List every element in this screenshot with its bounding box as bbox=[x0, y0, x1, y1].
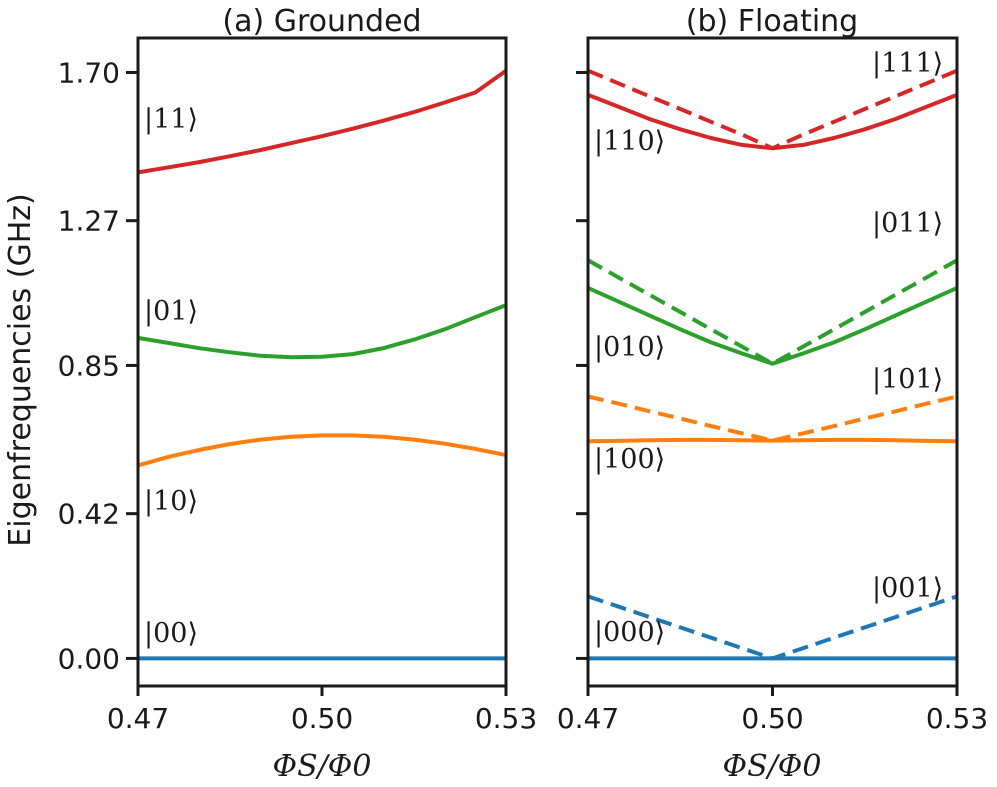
panel-b-frame bbox=[586, 36, 959, 688]
panel-floating: (b) Floating ΦS/Φ0 0.47 0.50 0.53 |111⟩ |1… bbox=[557, 4, 988, 784]
panel-a-title: (a) Grounded bbox=[222, 4, 421, 39]
y-tick-label: 0.85 bbox=[58, 349, 120, 382]
x-tick-label: 0.50 bbox=[741, 702, 803, 735]
panel-a-ticks: 0.47 0.50 0.53 0.00 0.42 0.85 1.27 1.70 bbox=[58, 56, 538, 735]
x-tick-label: 0.53 bbox=[475, 702, 537, 735]
series-line bbox=[587, 68, 958, 151]
panel-b-annotations: |111⟩ |110⟩ |011⟩ |010⟩ |101⟩ |100⟩ |001… bbox=[594, 48, 943, 648]
state-label: |01⟩ bbox=[144, 296, 198, 327]
series-line bbox=[137, 303, 507, 360]
panel-grounded: (a) Grounded Eigenfrequencies (GHz) ΦS/Φ… bbox=[3, 4, 537, 784]
series-line bbox=[137, 69, 508, 175]
state-label: |101⟩ bbox=[872, 364, 943, 395]
state-label: |100⟩ bbox=[594, 444, 665, 475]
state-label: |11⟩ bbox=[144, 104, 198, 135]
panel-b-title: (b) Floating bbox=[686, 4, 858, 39]
y-tick-label: 1.27 bbox=[58, 205, 120, 238]
y-tick-label: 1.70 bbox=[58, 56, 120, 89]
y-tick-label: 0.42 bbox=[58, 498, 120, 531]
x-tick-label: 0.47 bbox=[557, 702, 619, 735]
state-label: |001⟩ bbox=[872, 573, 943, 604]
y-tick-label: 0.00 bbox=[58, 642, 120, 675]
y-axis-label: Eigenfrequencies (GHz) bbox=[3, 193, 38, 546]
series-line bbox=[587, 286, 958, 366]
panel-a-x-axis-label: ΦS/Φ0 bbox=[273, 749, 372, 784]
panel-a-annotations: |11⟩ |01⟩ |10⟩ |00⟩ bbox=[144, 104, 198, 649]
series-line bbox=[137, 433, 507, 468]
series-line bbox=[587, 594, 958, 661]
panel-b-x-axis-label: ΦS/Φ0 bbox=[723, 749, 822, 784]
state-label: |010⟩ bbox=[594, 332, 665, 363]
panel-a-frame bbox=[136, 36, 508, 688]
series-line bbox=[587, 394, 958, 443]
x-tick-label: 0.50 bbox=[291, 702, 353, 735]
state-label: |000⟩ bbox=[594, 617, 665, 648]
x-tick-label: 0.47 bbox=[107, 702, 169, 735]
x-tick-label: 0.53 bbox=[926, 702, 988, 735]
state-label: |111⟩ bbox=[872, 48, 943, 79]
series-line bbox=[587, 437, 958, 444]
state-label: |10⟩ bbox=[144, 486, 198, 517]
panel-a-series bbox=[137, 69, 508, 661]
state-label: |011⟩ bbox=[872, 208, 943, 239]
state-label: |110⟩ bbox=[594, 126, 665, 157]
state-label: |00⟩ bbox=[144, 618, 198, 649]
panel-b-series bbox=[587, 68, 958, 661]
panel-b-ticks: 0.47 0.50 0.53 bbox=[557, 70, 988, 735]
